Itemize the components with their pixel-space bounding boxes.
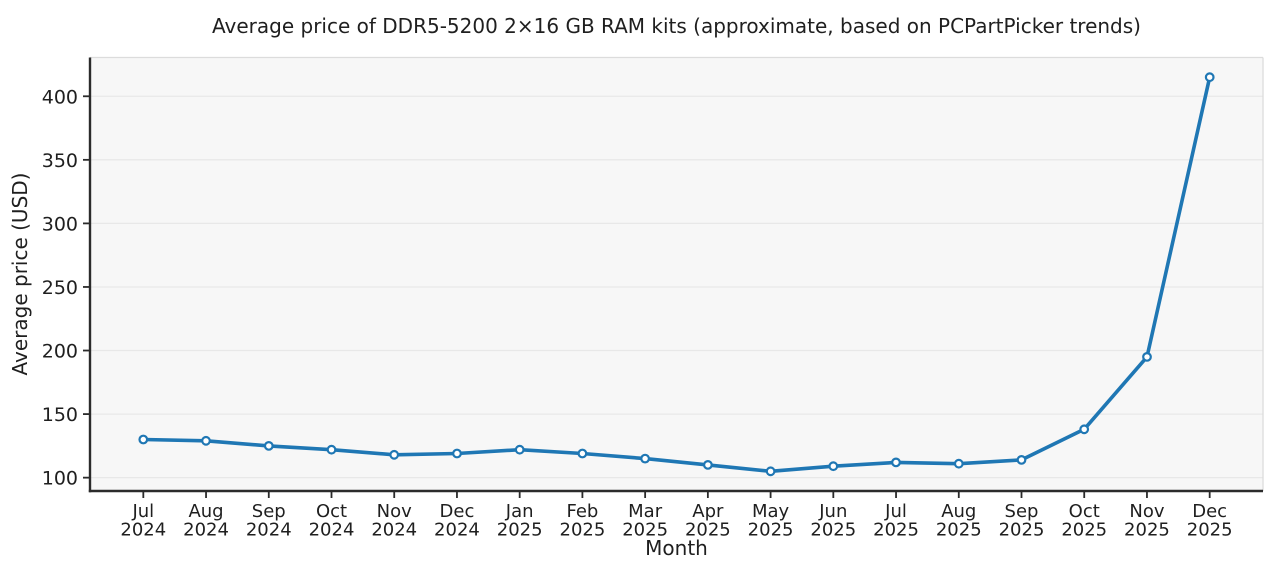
y-tick-labels: 100 150 200 250 300 350 400 — [42, 86, 78, 489]
x-tick-label: Dec 2025 — [1187, 501, 1233, 541]
x-tick-label: Jul 2025 — [873, 501, 919, 541]
y-tick-label: 300 — [42, 213, 78, 235]
data-point — [452, 448, 462, 459]
x-tick-label: Nov 2025 — [1124, 501, 1170, 541]
y-tick-label: 150 — [42, 404, 78, 426]
data-point — [389, 449, 400, 460]
data-point — [326, 444, 337, 455]
plot-area — [90, 57, 1263, 491]
x-tick-label: Feb 2025 — [560, 501, 606, 541]
x-tick-label: Aug 2024 — [183, 501, 229, 541]
x-tick-label: Jul 2024 — [120, 501, 166, 541]
axes-spines — [88, 56, 1264, 493]
gridlines — [90, 95, 1263, 479]
y-tick-label: 100 — [42, 468, 78, 490]
x-tick-label: Sep 2024 — [246, 501, 292, 541]
data-point — [1016, 455, 1027, 465]
x-tick-label: Nov 2024 — [371, 501, 417, 541]
x-axis-label: Month — [645, 536, 708, 560]
data-point — [640, 453, 650, 464]
axis-ticks — [83, 95, 1211, 498]
data-point — [828, 461, 839, 472]
chart-title: Average price of DDR5-5200 2×16 GB RAM k… — [212, 14, 1141, 38]
x-tick-label: Sep 2025 — [999, 501, 1045, 541]
x-tick-labels: Jul 2024 Aug 2024 Sep 2024 Oct 2024 Nov 2024 Dec 20… — [120, 501, 1232, 541]
data-point — [577, 448, 588, 459]
data-point — [1142, 352, 1152, 362]
data-point — [703, 460, 713, 470]
x-tick-label: May 2025 — [748, 501, 794, 541]
data-point — [891, 457, 901, 468]
y-tick-label: 200 — [42, 341, 78, 363]
data-point — [953, 458, 964, 469]
data-point — [765, 466, 776, 477]
x-tick-label: Apr 2025 — [685, 501, 731, 541]
y-axis-label: Average price (USD) — [8, 173, 32, 376]
x-tick-label: Jan 2025 — [497, 501, 543, 541]
price-line — [141, 75, 1212, 474]
y-tick-label: 250 — [42, 277, 78, 299]
data-point — [1079, 424, 1090, 435]
price-line-series — [138, 72, 1215, 477]
x-tick-label: Oct 2025 — [1061, 501, 1107, 541]
data-point — [514, 444, 525, 455]
x-tick-label: Dec 2024 — [434, 501, 480, 541]
x-tick-label: Jun 2025 — [810, 501, 856, 541]
x-tick-label: Aug 2025 — [936, 501, 982, 541]
x-tick-label: Mar 2025 — [622, 501, 668, 541]
data-point — [201, 435, 211, 446]
y-tick-label: 350 — [42, 150, 78, 172]
y-tick-label: 400 — [42, 86, 78, 108]
data-point — [263, 441, 274, 451]
data-point — [1204, 72, 1215, 83]
data-point — [138, 434, 149, 445]
x-tick-label: Oct 2024 — [309, 501, 355, 541]
